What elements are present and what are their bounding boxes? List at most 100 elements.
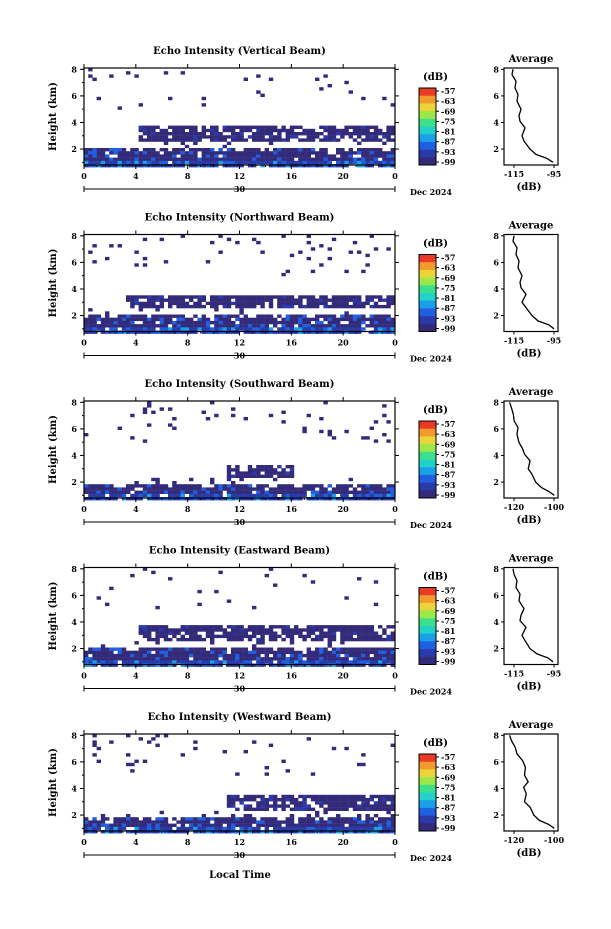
heatmap-cell bbox=[344, 830, 349, 834]
heatmap-cell bbox=[151, 660, 156, 664]
heatmap-cell bbox=[222, 154, 227, 158]
heatmap-cell bbox=[205, 653, 211, 658]
heatmap-cell bbox=[378, 295, 383, 299]
heatmap-cell bbox=[252, 628, 257, 632]
colorbar-tick-label: -93 bbox=[441, 480, 456, 490]
heatmap-cell bbox=[357, 804, 362, 808]
heatmap-cell bbox=[289, 826, 295, 831]
panel-title: Echo Intensity (Eastward Beam) bbox=[149, 546, 330, 557]
profile-y-tick-label: 8 bbox=[493, 564, 499, 574]
heatmap-cell bbox=[172, 327, 177, 331]
heatmap-cell bbox=[382, 135, 387, 139]
heatmap-cell bbox=[214, 160, 219, 165]
heatmap-cell bbox=[294, 125, 299, 129]
heatmap-cell bbox=[84, 490, 89, 494]
heatmap-cell bbox=[235, 484, 240, 488]
heatmap-cell bbox=[159, 490, 164, 494]
heatmap-cell bbox=[390, 295, 395, 299]
heatmap-cell bbox=[268, 298, 274, 302]
heatmap-cell bbox=[197, 135, 202, 139]
heatmap-cell bbox=[273, 324, 278, 328]
heatmap-cell bbox=[210, 330, 215, 334]
heatmap-cell bbox=[159, 317, 164, 322]
heatmap-cell bbox=[218, 132, 223, 136]
heatmap-cell bbox=[273, 154, 278, 158]
heatmap-cell bbox=[159, 826, 164, 831]
colorbar-swatch bbox=[419, 626, 436, 634]
heatmap-cell bbox=[92, 753, 97, 757]
heatmap-cell bbox=[214, 135, 219, 139]
heatmap-cell bbox=[268, 160, 274, 165]
heatmap-cell bbox=[382, 304, 387, 309]
heatmap-cell bbox=[319, 823, 324, 827]
heatmap-cell bbox=[201, 314, 206, 318]
heatmap-cell bbox=[390, 157, 395, 161]
profile-y-tick-label: 6 bbox=[493, 424, 499, 434]
colorbar-tick-label: -93 bbox=[441, 646, 456, 656]
heatmap-cell bbox=[214, 324, 219, 328]
heatmap-cell bbox=[352, 298, 358, 302]
heatmap-cell bbox=[138, 160, 143, 165]
heatmap-cell bbox=[121, 317, 127, 322]
heatmap-cell bbox=[193, 628, 198, 632]
heatmap-cell bbox=[155, 650, 160, 655]
heatmap-cell bbox=[235, 151, 240, 155]
heatmap-cell bbox=[163, 625, 169, 629]
heatmap-cell bbox=[159, 132, 164, 136]
heatmap-cell bbox=[382, 647, 387, 651]
heatmap-cell bbox=[180, 497, 185, 501]
heatmap-cell bbox=[222, 750, 227, 754]
heatmap-cell bbox=[252, 605, 257, 610]
heatmap-cell bbox=[289, 320, 295, 325]
heatmap-cell bbox=[189, 317, 194, 322]
heatmap-cell bbox=[357, 157, 362, 161]
heatmap-cell bbox=[142, 320, 148, 325]
heatmap-cell bbox=[155, 817, 160, 821]
heatmap-cell bbox=[205, 260, 211, 264]
heatmap-cell bbox=[142, 759, 148, 763]
heatmap-cell bbox=[378, 490, 383, 494]
heatmap-cell bbox=[239, 631, 244, 635]
heatmap-cell bbox=[306, 298, 311, 302]
heatmap-cell bbox=[378, 298, 383, 302]
heatmap-cell bbox=[298, 650, 303, 655]
heatmap-cell bbox=[310, 663, 316, 667]
heatmap-cell bbox=[273, 468, 278, 472]
heatmap-cell bbox=[315, 298, 320, 302]
heatmap-cell bbox=[105, 148, 110, 152]
heatmap-cell bbox=[319, 487, 324, 491]
heatmap-cell bbox=[268, 474, 274, 478]
colorbar-swatch bbox=[419, 467, 436, 476]
heatmap-cell bbox=[373, 807, 379, 811]
heatmap-cell bbox=[306, 295, 311, 299]
heatmap-cell bbox=[176, 484, 181, 488]
heatmap-cell bbox=[256, 657, 261, 661]
heatmap-cell bbox=[310, 135, 316, 139]
heatmap-cell bbox=[331, 830, 337, 834]
heatmap-cell bbox=[369, 125, 374, 129]
heatmap-cell bbox=[109, 663, 114, 667]
heatmap-cell bbox=[365, 324, 370, 328]
heatmap-cell bbox=[218, 653, 223, 658]
heatmap-cell bbox=[142, 830, 148, 834]
heatmap-cell bbox=[218, 320, 223, 325]
heatmap-cell bbox=[268, 465, 274, 469]
heatmap-cell bbox=[369, 830, 374, 834]
heatmap-cell bbox=[172, 138, 177, 142]
heatmap-cell bbox=[319, 657, 324, 661]
heatmap-cell bbox=[147, 125, 152, 129]
heatmap-cell bbox=[281, 631, 286, 635]
heatmap-cell bbox=[180, 823, 185, 827]
heatmap-cell bbox=[285, 298, 290, 302]
profile-x-label: (dB) bbox=[517, 182, 542, 193]
heatmap-cell bbox=[306, 132, 311, 136]
heatmap-cell bbox=[386, 830, 391, 834]
heatmap-cell bbox=[277, 653, 282, 658]
heatmap-cell bbox=[365, 657, 370, 661]
heatmap-cell bbox=[231, 295, 236, 299]
heatmap-cell bbox=[344, 327, 349, 331]
heatmap-cell bbox=[218, 625, 223, 629]
heatmap-cell bbox=[386, 794, 391, 799]
heatmap-cell bbox=[273, 650, 278, 655]
heatmap-cell bbox=[235, 663, 240, 667]
